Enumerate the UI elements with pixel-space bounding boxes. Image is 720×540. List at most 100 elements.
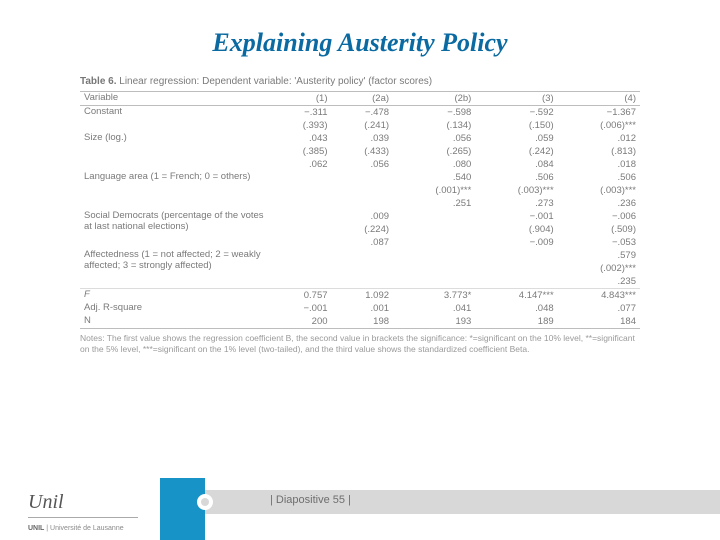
cell	[475, 275, 557, 289]
cell: .087	[332, 236, 394, 249]
cell: (.813)	[558, 145, 640, 158]
table-row: Constant−.311−.478−.598−.592−1.367	[80, 106, 640, 120]
cell: .043	[270, 132, 332, 145]
cell: .080	[393, 158, 475, 171]
cell: (.150)	[475, 119, 557, 132]
cell: .235	[558, 275, 640, 289]
cell	[475, 262, 557, 275]
table-row: Language area (1 = French; 0 = others).5…	[80, 171, 640, 184]
col-2b: (2b)	[393, 92, 475, 106]
row-label: Language area (1 = French; 0 = others)	[80, 171, 270, 210]
cell	[332, 171, 394, 184]
cell	[270, 262, 332, 275]
unil-sub-bold: UNIL	[28, 525, 44, 532]
cell: .009	[332, 210, 394, 223]
cell: 193	[393, 315, 475, 329]
cell: .012	[558, 132, 640, 145]
cell: .059	[475, 132, 557, 145]
cell: (.509)	[558, 223, 640, 236]
cell	[393, 236, 475, 249]
cell: .039	[332, 132, 394, 145]
cell: .251	[393, 197, 475, 210]
cell: (.433)	[332, 145, 394, 158]
cell: −.598	[393, 106, 475, 120]
footer-page-label: | Diapositive 55 |	[270, 494, 351, 506]
cell: 4.843***	[558, 289, 640, 303]
cell: 198	[332, 315, 394, 329]
cell: 4.147***	[475, 289, 557, 303]
cell	[332, 275, 394, 289]
row-label: Affectedness (1 = not affected; 2 = weak…	[80, 249, 270, 289]
slide-title: Explaining Austerity Policy	[0, 0, 720, 58]
cell: 184	[558, 315, 640, 329]
cell: −.478	[332, 106, 394, 120]
unil-logo-underline	[28, 517, 138, 518]
cell: 200	[270, 315, 332, 329]
cell: −.592	[475, 106, 557, 120]
cell: (.904)	[475, 223, 557, 236]
row-label: Social Democrats (percentage of the vote…	[80, 210, 270, 249]
cell: (.134)	[393, 119, 475, 132]
cell	[393, 249, 475, 262]
cell: .579	[558, 249, 640, 262]
cell: −.001	[270, 302, 332, 315]
slide-footer: | Diapositive 55 | Unil UNIL | Universit…	[0, 478, 720, 540]
cell	[475, 249, 557, 262]
footer-row-label: Adj. R-square	[80, 302, 270, 315]
cell	[393, 210, 475, 223]
unil-logo: Unil	[28, 491, 64, 514]
unil-sub-rest: | Université de Lausanne	[44, 525, 123, 532]
cell: −.006	[558, 210, 640, 223]
footer-row-label: F	[80, 289, 270, 303]
cell	[332, 184, 394, 197]
cell: .236	[558, 197, 640, 210]
cell	[270, 197, 332, 210]
cell: .041	[393, 302, 475, 315]
cell	[393, 275, 475, 289]
table-row: Affectedness (1 = not affected; 2 = weak…	[80, 249, 640, 262]
cell: (.385)	[270, 145, 332, 158]
cell: −.001	[475, 210, 557, 223]
cell: .077	[558, 302, 640, 315]
cell: 1.092	[332, 289, 394, 303]
cell: .506	[475, 171, 557, 184]
cell	[270, 275, 332, 289]
row-label: Constant	[80, 106, 270, 133]
cell	[270, 210, 332, 223]
cell: (.003)***	[558, 184, 640, 197]
cell	[332, 197, 394, 210]
cell	[270, 171, 332, 184]
cell: (.393)	[270, 119, 332, 132]
table-notes: Notes: The first value shows the regress…	[80, 333, 640, 354]
cell: .056	[393, 132, 475, 145]
footer-row-label: N	[80, 315, 270, 329]
cell: .018	[558, 158, 640, 171]
cell: 3.773*	[393, 289, 475, 303]
table-caption-text: Linear regression: Dependent variable: '…	[117, 76, 433, 87]
cell: (.002)***	[558, 262, 640, 275]
table-header-row: Variable (1) (2a) (2b) (3) (4)	[80, 92, 640, 106]
regression-table-region: Table 6. Linear regression: Dependent va…	[80, 76, 640, 354]
cell	[393, 223, 475, 236]
cell	[332, 262, 394, 275]
cell: 0.757	[270, 289, 332, 303]
cell: (.265)	[393, 145, 475, 158]
cell: .001	[332, 302, 394, 315]
cell: −1.367	[558, 106, 640, 120]
col-3: (3)	[475, 92, 557, 106]
cell: (.003)***	[475, 184, 557, 197]
row-label: Size (log.)	[80, 132, 270, 171]
cell	[270, 223, 332, 236]
table-row: Size (log.).043.039.056.059.012	[80, 132, 640, 145]
cell: .048	[475, 302, 557, 315]
table-caption: Table 6. Linear regression: Dependent va…	[80, 76, 640, 87]
cell: .062	[270, 158, 332, 171]
cell: (.006)***	[558, 119, 640, 132]
col-1: (1)	[270, 92, 332, 106]
cell: .540	[393, 171, 475, 184]
cell: (.224)	[332, 223, 394, 236]
cell: (.001)***	[393, 184, 475, 197]
table-footer-row: Adj. R-square−.001.001.041.048.077	[80, 302, 640, 315]
cell	[270, 236, 332, 249]
footer-accent-square	[160, 478, 205, 540]
